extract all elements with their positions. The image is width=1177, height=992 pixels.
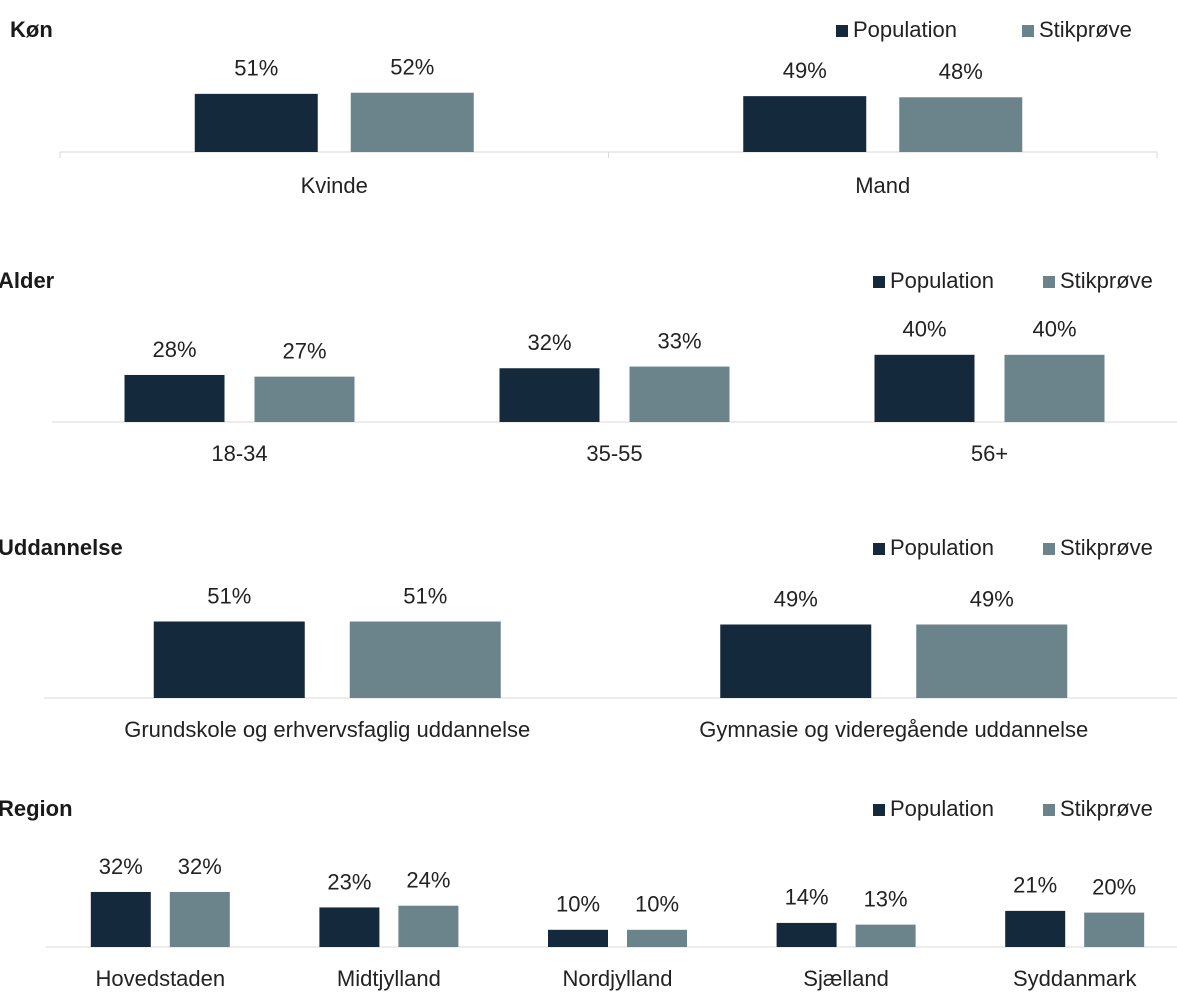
bar xyxy=(916,624,1068,698)
value-label: 52% xyxy=(390,55,434,80)
value-label: 51% xyxy=(234,56,278,81)
bar xyxy=(398,905,459,947)
legend-swatch xyxy=(836,25,848,37)
legend-label: Stikprøve xyxy=(1060,796,1153,821)
category-label: Hovedstaden xyxy=(95,966,225,991)
category-label: 18-34 xyxy=(211,441,267,466)
value-label: 21% xyxy=(1013,873,1057,898)
value-label: 10% xyxy=(556,892,600,917)
legend-swatch xyxy=(1043,276,1055,288)
value-label: 13% xyxy=(864,886,908,911)
bar xyxy=(90,891,151,947)
value-label: 40% xyxy=(902,317,946,342)
legend-label: Population xyxy=(890,268,994,293)
value-label: 10% xyxy=(635,892,679,917)
legend-label: Population xyxy=(890,535,994,560)
legend-label: Population xyxy=(853,17,957,42)
value-label: 33% xyxy=(657,328,701,353)
category-label: 56+ xyxy=(971,441,1008,466)
value-label: 28% xyxy=(152,337,196,362)
category-label: Kvinde xyxy=(301,173,368,198)
chart-title: Køn xyxy=(10,17,53,42)
legend-swatch xyxy=(1043,804,1055,816)
bar xyxy=(499,368,600,422)
legend-label: Population xyxy=(890,796,994,821)
value-label: 49% xyxy=(783,58,827,83)
bar xyxy=(350,92,474,152)
value-label: 20% xyxy=(1092,874,1136,899)
value-label: 14% xyxy=(785,885,829,910)
bar xyxy=(349,621,501,698)
category-label: Grundskole og erhvervsfaglig uddannelse xyxy=(124,717,530,742)
chart-title: Alder xyxy=(0,268,55,293)
bar xyxy=(1004,354,1105,422)
chart-title: Uddannelse xyxy=(0,535,123,560)
value-label: 32% xyxy=(178,854,222,879)
category-label: Nordjylland xyxy=(562,966,672,991)
bar xyxy=(629,366,730,422)
value-label: 51% xyxy=(207,583,251,608)
legend-label: Stikprøve xyxy=(1060,535,1153,560)
bar xyxy=(776,922,837,947)
bar xyxy=(124,374,225,422)
value-label: 40% xyxy=(1032,317,1076,342)
bar xyxy=(169,891,230,947)
category-label: 35-55 xyxy=(586,441,642,466)
value-label: 32% xyxy=(99,854,143,879)
legend-label: Stikprøve xyxy=(1060,268,1153,293)
value-label: 32% xyxy=(527,330,571,355)
bar xyxy=(548,929,608,947)
legend-swatch xyxy=(1043,543,1055,555)
category-label: Midtjylland xyxy=(337,966,441,991)
legend-swatch xyxy=(873,276,885,288)
bar xyxy=(627,929,687,947)
category-label: Syddanmark xyxy=(1013,966,1138,991)
bar xyxy=(153,621,305,698)
legend-swatch xyxy=(1022,25,1034,37)
category-label: Gymnasie og videregående uddannelse xyxy=(699,717,1088,742)
bar xyxy=(874,354,975,422)
bar xyxy=(743,96,867,152)
chart-title: Region xyxy=(0,796,73,821)
value-label: 51% xyxy=(403,583,447,608)
category-label: Sjælland xyxy=(803,966,889,991)
value-label: 23% xyxy=(327,869,371,894)
value-label: 48% xyxy=(939,59,983,84)
bar xyxy=(194,93,318,152)
bar xyxy=(855,924,916,947)
value-label: 24% xyxy=(406,868,450,893)
bar xyxy=(319,907,380,947)
legend-swatch xyxy=(873,804,885,816)
bar xyxy=(1005,910,1066,947)
category-label: Mand xyxy=(855,173,910,198)
value-label: 49% xyxy=(774,586,818,611)
value-label: 49% xyxy=(970,586,1014,611)
legend-label: Stikprøve xyxy=(1039,17,1132,42)
value-label: 27% xyxy=(282,338,326,363)
bar xyxy=(899,97,1023,152)
bar xyxy=(720,624,872,698)
bar xyxy=(1084,912,1145,947)
bar xyxy=(254,376,355,422)
legend-swatch xyxy=(873,543,885,555)
